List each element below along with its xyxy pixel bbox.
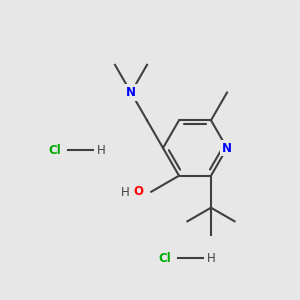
Text: H: H [97,143,105,157]
Text: N: N [126,86,136,99]
Text: Cl: Cl [159,251,171,265]
Text: H: H [207,251,215,265]
Text: N: N [222,142,232,154]
Text: Cl: Cl [49,143,62,157]
Text: O: O [133,185,143,198]
Text: H: H [121,186,129,199]
